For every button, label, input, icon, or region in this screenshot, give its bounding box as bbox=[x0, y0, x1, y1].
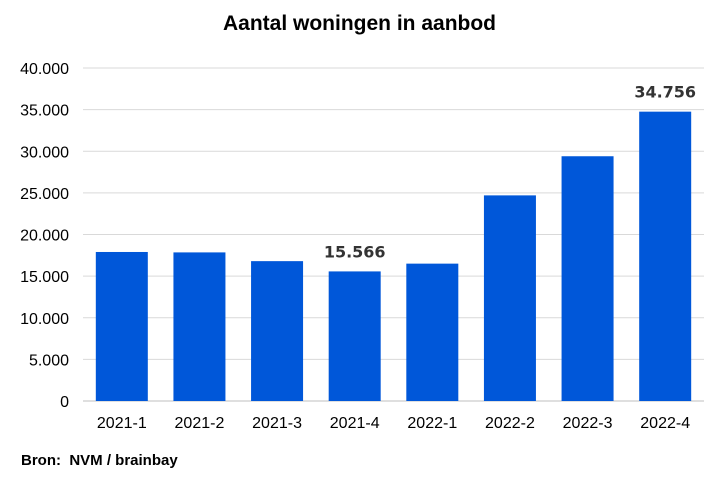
bar-2022-4 bbox=[639, 111, 692, 401]
data-label-2022-4: 34.756 bbox=[634, 83, 696, 102]
x-tick-label: 2022-3 bbox=[563, 415, 613, 432]
bar-2022-1 bbox=[406, 263, 459, 401]
bar-2021-1 bbox=[95, 251, 148, 401]
x-tick-label: 2021-1 bbox=[97, 415, 147, 432]
bar-2022-3 bbox=[561, 156, 614, 401]
y-tick-label: 15.000 bbox=[20, 269, 69, 286]
y-tick-label: 40.000 bbox=[20, 61, 69, 78]
y-tick-label: 20.000 bbox=[20, 228, 69, 245]
source-note: Bron: NVM / brainbay bbox=[21, 452, 178, 469]
y-tick-label: 25.000 bbox=[20, 186, 69, 203]
x-tick-label: 2021-2 bbox=[175, 415, 225, 432]
y-axis-tick-labels: 0 5.000 10.000 15.000 20.000 25.000 30.000 35.0… bbox=[20, 61, 69, 411]
y-tick-label: 10.000 bbox=[20, 311, 69, 328]
x-axis-tick-labels: 2021-1 2021-2 2021-3 2021-4 2022-1 2022-2 2022… bbox=[97, 415, 690, 432]
bar-2022-2 bbox=[483, 195, 536, 401]
x-tick-label: 2022-1 bbox=[407, 415, 457, 432]
bars bbox=[95, 111, 692, 401]
chart-title: Aantal woningen in aanbod bbox=[223, 12, 496, 35]
x-tick-label: 2021-3 bbox=[252, 415, 302, 432]
x-tick-label: 2022-4 bbox=[640, 415, 690, 432]
y-tick-label: 30.000 bbox=[20, 144, 69, 161]
bar-2021-2 bbox=[173, 252, 226, 401]
y-tick-label: 35.000 bbox=[20, 103, 69, 120]
bar-2021-4 bbox=[328, 271, 381, 401]
y-tick-label: 0 bbox=[60, 394, 69, 411]
data-labels: 15.566 34.756 bbox=[324, 83, 696, 262]
y-tick-label: 5.000 bbox=[29, 352, 69, 369]
bar-2021-3 bbox=[251, 261, 304, 401]
x-tick-label: 2022-2 bbox=[485, 415, 535, 432]
data-label-2021-4: 15.566 bbox=[324, 242, 386, 261]
x-tick-label: 2021-4 bbox=[330, 415, 380, 432]
